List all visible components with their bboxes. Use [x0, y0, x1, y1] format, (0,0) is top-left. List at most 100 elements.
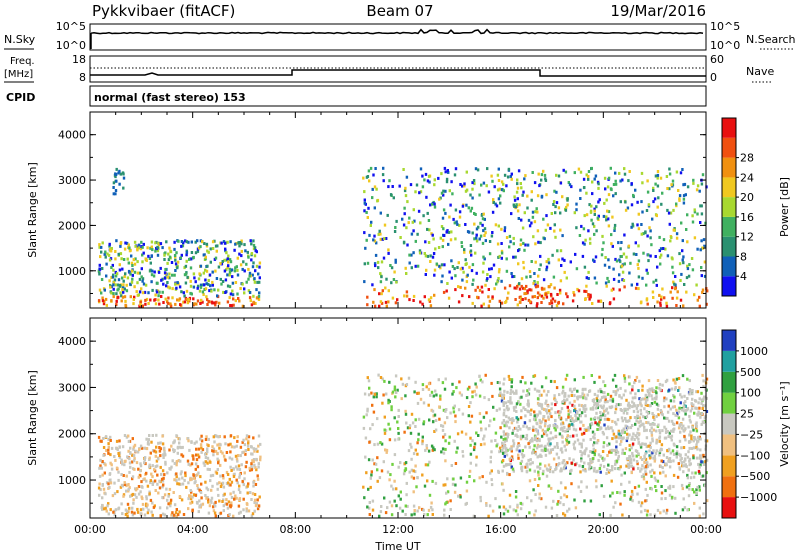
data-cell [490, 478, 493, 482]
data-cell [247, 448, 250, 451]
data-cell [670, 387, 674, 391]
data-cell [683, 506, 687, 510]
data-cell [381, 289, 384, 293]
data-cell [471, 439, 474, 443]
data-cell [140, 480, 143, 484]
data-cell [144, 503, 148, 507]
data-cell [683, 457, 687, 461]
freq-left-tick-top: 18 [72, 53, 86, 66]
data-cell [514, 205, 517, 209]
data-cell [488, 504, 492, 508]
data-cell [447, 242, 450, 246]
data-cell [568, 183, 572, 187]
data-cell [170, 261, 174, 264]
data-cell [257, 434, 261, 438]
data-cell [523, 211, 526, 215]
data-cell [582, 407, 585, 411]
data-cell [561, 195, 564, 199]
data-cell [567, 415, 570, 419]
data-cell [609, 398, 612, 402]
data-cell [247, 439, 250, 443]
data-cell [161, 485, 164, 489]
data-cell [685, 485, 689, 489]
data-cell [448, 215, 451, 219]
data-cell [645, 410, 648, 414]
data-cell [109, 439, 112, 442]
data-cell [372, 173, 375, 177]
data-cell [157, 457, 160, 461]
colorbar-swatch [722, 392, 736, 414]
data-cell [162, 282, 165, 286]
data-cell [694, 399, 697, 403]
data-cell [566, 428, 569, 432]
data-cell [146, 246, 149, 250]
data-cell [230, 304, 233, 308]
data-cell [631, 224, 635, 228]
data-cell [637, 420, 641, 424]
data-cell [240, 242, 243, 246]
data-cell [479, 420, 482, 424]
data-cell [372, 300, 375, 304]
data-cell [512, 406, 516, 410]
data-cell [608, 265, 611, 269]
data-cell [602, 380, 605, 384]
data-cell [397, 408, 400, 412]
data-cell [645, 480, 648, 484]
data-cell [652, 200, 655, 204]
data-cell [655, 391, 658, 395]
data-cell [646, 190, 650, 194]
data-cell [429, 296, 433, 300]
data-cell [648, 226, 651, 230]
data-cell [704, 404, 707, 408]
data-cell [549, 442, 552, 446]
colorbar-swatch [722, 330, 736, 351]
data-cell [510, 177, 513, 181]
data-cell [653, 457, 657, 461]
data-cell [673, 427, 676, 431]
data-cell [139, 469, 142, 473]
data-cell [511, 390, 514, 394]
data-cell [673, 387, 677, 391]
data-cell [620, 473, 623, 477]
data-cell [701, 420, 705, 424]
data-cell [408, 470, 411, 474]
data-cell [462, 270, 465, 274]
data-cell [686, 473, 689, 477]
data-cell [525, 292, 528, 295]
data-cell [556, 249, 559, 253]
data-cell [126, 455, 129, 459]
data-cell [675, 202, 678, 206]
data-cell [533, 295, 536, 298]
data-cell [587, 175, 590, 178]
data-cell [620, 439, 623, 443]
data-cell [468, 295, 471, 299]
data-cell [496, 280, 499, 284]
data-cell [489, 455, 492, 459]
data-cell [505, 438, 508, 442]
data-cell [565, 292, 568, 296]
data-cell [362, 176, 365, 180]
data-cell [628, 375, 631, 379]
data-cell [115, 299, 118, 303]
data-cell [485, 184, 488, 188]
data-cell [672, 208, 675, 212]
data-cell [391, 390, 395, 394]
data-cell [463, 184, 466, 188]
data-cell [598, 400, 601, 403]
data-cell [616, 491, 619, 494]
data-cell [127, 510, 130, 514]
y-tick-label: 4000 [58, 335, 86, 348]
data-cell [607, 210, 611, 214]
data-cell [552, 499, 555, 503]
data-cell [383, 415, 386, 419]
data-cell [669, 407, 672, 411]
data-cell [697, 439, 700, 443]
data-cell [363, 496, 366, 500]
data-cell [540, 301, 543, 304]
data-cell [545, 408, 548, 412]
data-cell [376, 456, 379, 460]
data-cell [369, 476, 372, 480]
data-cell [440, 263, 444, 267]
data-cell [189, 497, 193, 501]
data-cell [195, 500, 199, 504]
